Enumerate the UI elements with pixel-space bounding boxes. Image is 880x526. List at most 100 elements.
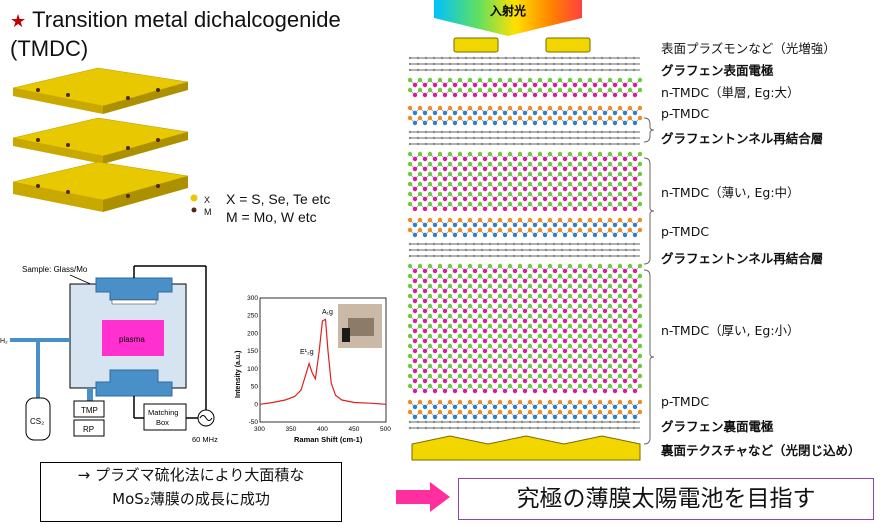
metal-atom [472, 278, 478, 284]
graphene-atom [440, 62, 444, 66]
chalcogen-atom [597, 105, 603, 111]
chalcogen-atom [437, 283, 443, 289]
graphene-atom [536, 136, 540, 140]
metal-atom [442, 206, 448, 212]
graphene-atom [480, 420, 484, 424]
metal-atom [472, 222, 478, 228]
metal-atom [602, 186, 608, 192]
chalcogen-atom [447, 77, 453, 83]
chalcogen-atom [607, 227, 613, 233]
metal-atom [452, 222, 458, 228]
chalcogen-atom [527, 201, 533, 207]
chalcogen-atom [487, 409, 493, 415]
graphene-atom [608, 142, 612, 146]
chalcogen-atom [597, 151, 603, 157]
chalcogen-atom [497, 77, 503, 83]
metal-atom [612, 338, 618, 344]
chalcogen-atom [617, 263, 623, 269]
metal-atom [532, 288, 538, 294]
metal-atom [492, 186, 498, 192]
metal-atom [622, 358, 628, 364]
chalcogen-atom [607, 323, 613, 329]
metal-atom [422, 278, 428, 284]
metal-atom [512, 328, 518, 334]
graphene-atom [448, 62, 452, 66]
metal-atom [622, 318, 628, 324]
chalcogen-atom [597, 293, 603, 299]
chalcogen-atom [577, 273, 583, 279]
graphene-atom [408, 130, 412, 134]
metal-atom [502, 404, 508, 410]
chalcogen-atom [597, 171, 603, 177]
graphene-atom [480, 242, 484, 246]
chalcogen-atom [467, 77, 473, 83]
metal-atom [562, 92, 568, 98]
metal-atom [422, 82, 428, 88]
incident-light-arrow: 入射光 [434, 0, 582, 36]
metal-atom [412, 268, 418, 274]
metal-atom [432, 404, 438, 410]
chalcogen-atom [567, 273, 573, 279]
chalcogen-atom [637, 191, 643, 197]
chalcogen-atom [507, 191, 513, 197]
graphene-atom [568, 68, 572, 72]
chalcogen-atom [557, 201, 563, 207]
label-p-tmdc-3: p-TMDC [661, 394, 710, 409]
graphene-atom [608, 420, 612, 424]
metal-atom [612, 378, 618, 384]
chalcogen-atom [407, 373, 413, 379]
x-atom-dot [190, 194, 198, 202]
chalcogen-atom [477, 383, 483, 389]
chalcogen-atom [437, 171, 443, 177]
metal-atom [482, 358, 488, 364]
chalcogen-atom [427, 293, 433, 299]
chalcogen-atom [517, 383, 523, 389]
metal-atom [472, 268, 478, 274]
chalcogen-atom [557, 171, 563, 177]
metal-atom [512, 404, 518, 410]
raman-ylabel: Intensity (a.u.) [235, 351, 242, 398]
chalcogen-atom [457, 105, 463, 111]
chalcogen-atom [587, 363, 593, 369]
chalcogen-atom [547, 227, 553, 233]
graphene-atom [448, 254, 452, 258]
chalcogen-atom [437, 263, 443, 269]
metal-atom [552, 110, 558, 116]
graphene-atom [616, 254, 620, 258]
metal-atom [532, 414, 538, 420]
chalcogen-atom [417, 263, 423, 269]
metal-atom [442, 120, 448, 126]
metal-atom [542, 318, 548, 324]
metal-atom [542, 328, 548, 334]
metal-atom [582, 156, 588, 162]
graphene-atom [608, 242, 612, 246]
graphene-atom [424, 56, 428, 60]
chalcogen-atom [507, 115, 513, 121]
metal-atom [592, 278, 598, 284]
chalcogen-atom [617, 171, 623, 177]
graphene-atom [480, 130, 484, 134]
metal-atom [602, 378, 608, 384]
chalcogen-atom [437, 191, 443, 197]
metal-atom [482, 388, 488, 394]
metal-atom [562, 232, 568, 238]
metal-atom [572, 298, 578, 304]
chalcogen-atom [587, 323, 593, 329]
metal-atom [582, 222, 588, 228]
chalcogen-atom [607, 151, 613, 157]
chalcogen-atom [427, 115, 433, 121]
graphene-atom [536, 426, 540, 430]
chalcogen-atom [617, 217, 623, 223]
graphene-atom [504, 142, 508, 146]
metal-atom [452, 328, 458, 334]
metal-atom [472, 378, 478, 384]
chalcogen-atom [407, 313, 413, 319]
chalcogen-atom [577, 343, 583, 349]
metal-atom [602, 368, 608, 374]
metal-atom [532, 166, 538, 172]
chalcogen-atom [587, 373, 593, 379]
raman-ytick-label: 250 [247, 313, 258, 320]
metal-atom [582, 368, 588, 374]
metal-atom [532, 278, 538, 284]
chalcogen-atom [467, 409, 473, 415]
